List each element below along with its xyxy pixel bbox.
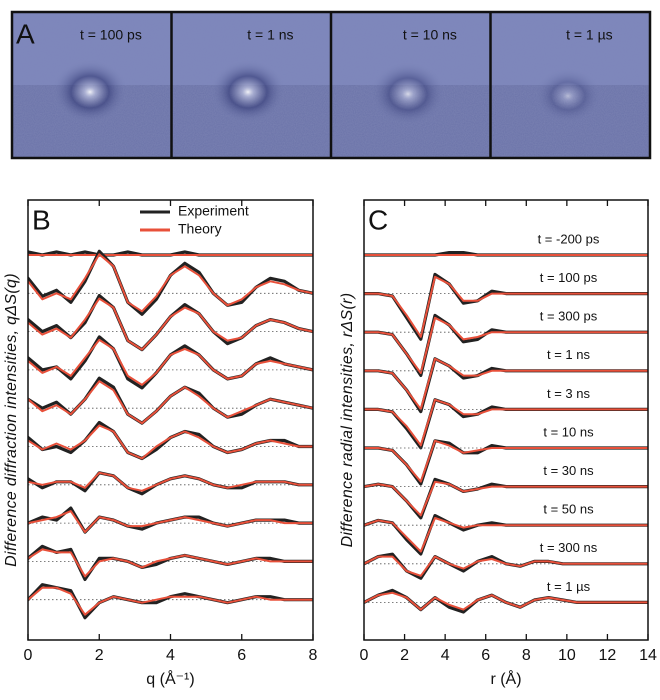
plot-c: t = -200 ps t = 100 ps t = 300 ps t = 1 ns t… [339, 199, 657, 688]
trace-label: t = 10 ns [543, 424, 594, 439]
theory-curve [28, 548, 313, 578]
x-tick-label: 0 [360, 647, 369, 664]
x-axis-label: r (Å) [490, 669, 521, 688]
diffraction-ring [210, 60, 286, 124]
panel-label: B [32, 204, 51, 235]
x-tick-label: 14 [639, 647, 657, 664]
y-axis-label: Difference diffraction intensities, qΔS(… [3, 273, 20, 567]
theory-curve [28, 510, 313, 534]
theory-curve [28, 586, 313, 616]
traces [28, 249, 313, 620]
theory-curve [364, 517, 648, 553]
trace-label: t = -200 ps [538, 231, 600, 246]
x-tick-label: 4 [441, 647, 450, 664]
plot-b: 0 2 4 6 8 q (Å⁻¹) Difference diffraction inten… [3, 199, 318, 688]
x-tick-label: 6 [481, 647, 490, 664]
time-label: t = 1 µs [566, 27, 613, 43]
x-tick-label: 0 [24, 647, 33, 664]
trace-label: t = 50 ns [543, 502, 594, 517]
theory-curve [364, 591, 648, 611]
trace-label: t = 30 ns [543, 463, 594, 478]
legend-label: Experiment [178, 203, 249, 219]
diffraction-ring [52, 60, 128, 124]
x-tick-label: 2 [400, 647, 409, 664]
time-label: t = 100 ps [80, 27, 142, 43]
theory-curve [364, 439, 648, 483]
trace-label: t = 1 ns [547, 347, 590, 362]
diffraction-ring [534, 68, 602, 124]
x-tick-label: 8 [309, 647, 318, 664]
legend-label: Theory [178, 221, 222, 237]
panel-label: C [368, 204, 388, 235]
traces [364, 251, 648, 614]
time-label: t = 1 ns [247, 27, 293, 43]
diffraction-ring [370, 62, 446, 126]
theory-curve [364, 480, 648, 517]
theory-curve [364, 316, 648, 374]
plot-background [28, 200, 313, 640]
theory-curve [364, 398, 648, 447]
theory-curve [28, 380, 313, 425]
x-tick-label: 10 [558, 647, 576, 664]
panel-label: A [16, 18, 35, 49]
theory-curve [364, 357, 648, 411]
trace-label: t = 100 ps [540, 270, 598, 285]
trace-label: t = 300 ns [540, 540, 598, 555]
trace-label: t = 1 µs [547, 579, 591, 594]
trace-label: t = 3 ns [547, 386, 590, 401]
x-axis-label: q (Å⁻¹) [146, 669, 194, 688]
image-strip: A [10, 10, 652, 160]
y-axis-label: Difference radial intensities, rΔS(r) [339, 293, 356, 548]
plot-frame [363, 199, 649, 641]
theory-curve [28, 253, 313, 313]
strip-frame [10, 10, 652, 160]
x-tick-label: 8 [522, 647, 531, 664]
theory-curve [364, 275, 648, 338]
trace-label: t = 300 ps [540, 309, 598, 324]
theory-curve [28, 338, 313, 386]
theory-curve [28, 424, 313, 460]
theory-curve [28, 297, 313, 351]
x-tick-label: 4 [166, 647, 175, 664]
time-label: t = 10 ns [403, 27, 457, 43]
x-tick-label: 12 [599, 647, 617, 664]
theory-curve [364, 555, 648, 577]
x-tick-label: 6 [237, 647, 246, 664]
plot-background [364, 200, 648, 640]
theory-curve [28, 471, 313, 492]
x-tick-label: 2 [95, 647, 104, 664]
